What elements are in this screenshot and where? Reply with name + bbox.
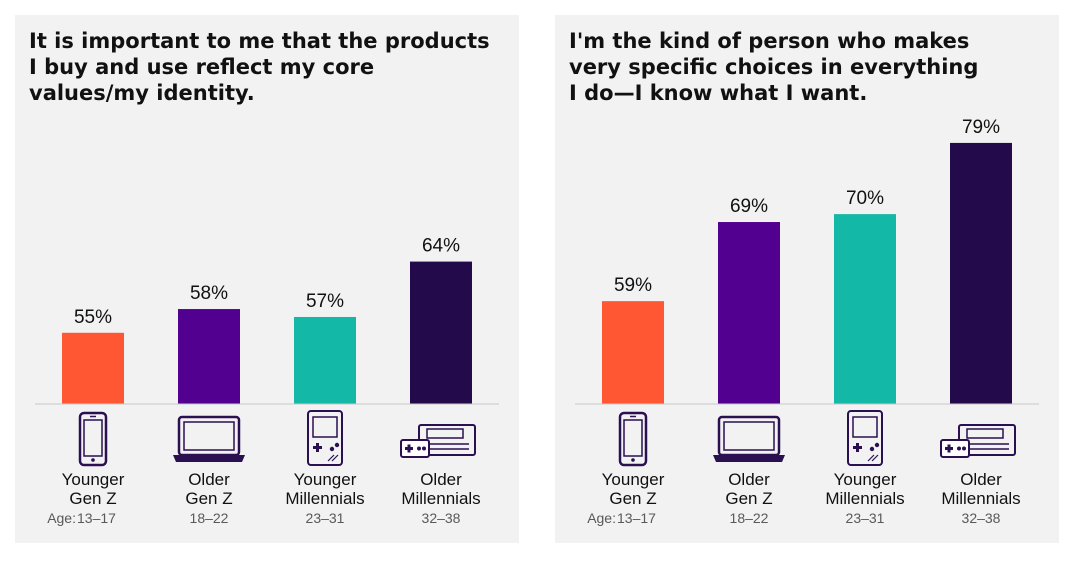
age-range-label: 32–38 <box>962 510 1001 526</box>
bar-3 <box>294 316 356 404</box>
category-label: Younger <box>62 470 125 489</box>
age-range-label: 23–31 <box>846 510 885 526</box>
age-prefix-label: Age: <box>47 510 76 526</box>
game-console-icon <box>940 424 1016 458</box>
category-label: Millennials <box>285 489 364 508</box>
bar-value-label: 59% <box>614 275 652 296</box>
category-label: Gen Z <box>185 489 232 508</box>
age-range-label: 18–22 <box>730 510 769 526</box>
bar-value-label: 57% <box>306 291 344 312</box>
smartphone-icon <box>618 411 648 467</box>
bar-value-label: 70% <box>846 188 884 209</box>
bar-1 <box>602 301 664 404</box>
bar-4 <box>410 261 472 404</box>
category-label: Gen Z <box>725 489 772 508</box>
chart-panel-right: I'm the kind of person who makes very sp… <box>555 15 1059 543</box>
game-console-icon <box>400 424 476 458</box>
category-label: Older <box>960 470 1002 489</box>
bar-4 <box>950 142 1012 404</box>
age-range-label: 23–31 <box>306 510 345 526</box>
category-label: Millennials <box>825 489 904 508</box>
chart-title: It is important to me that the products … <box>29 29 490 105</box>
bar-value-label: 58% <box>190 283 228 304</box>
age-range-label: 32–38 <box>422 510 461 526</box>
category-label: Millennials <box>401 489 480 508</box>
category-label: Millennials <box>941 489 1020 508</box>
laptop-icon <box>713 415 785 462</box>
bar-3 <box>834 214 896 404</box>
category-label: Older <box>420 470 462 489</box>
category-label: Younger <box>294 470 357 489</box>
category-label: Gen Z <box>69 489 116 508</box>
category-label: Younger <box>602 470 665 489</box>
laptop-icon <box>173 415 245 462</box>
bar-value-label: 79% <box>962 117 1000 138</box>
handheld-console-icon <box>307 410 343 466</box>
bar-2 <box>718 222 780 404</box>
bar-value-label: 69% <box>730 196 768 217</box>
age-range-label: 13–17 <box>617 510 656 526</box>
category-label: Younger <box>834 470 897 489</box>
bar-1 <box>62 332 124 404</box>
age-range-label: 13–17 <box>77 510 116 526</box>
age-range-label: 18–22 <box>190 510 229 526</box>
chart-panel-left: It is important to me that the products … <box>15 15 519 543</box>
chart-title: I'm the kind of person who makes very sp… <box>569 29 979 105</box>
category-label: Older <box>728 470 770 489</box>
smartphone-icon <box>78 411 108 467</box>
age-prefix-label: Age: <box>587 510 616 526</box>
bar-2 <box>178 309 240 404</box>
category-label: Older <box>188 470 230 489</box>
category-label: Gen Z <box>609 489 656 508</box>
bar-value-label: 64% <box>422 236 460 257</box>
handheld-console-icon <box>847 410 883 466</box>
bar-value-label: 55% <box>74 307 112 328</box>
